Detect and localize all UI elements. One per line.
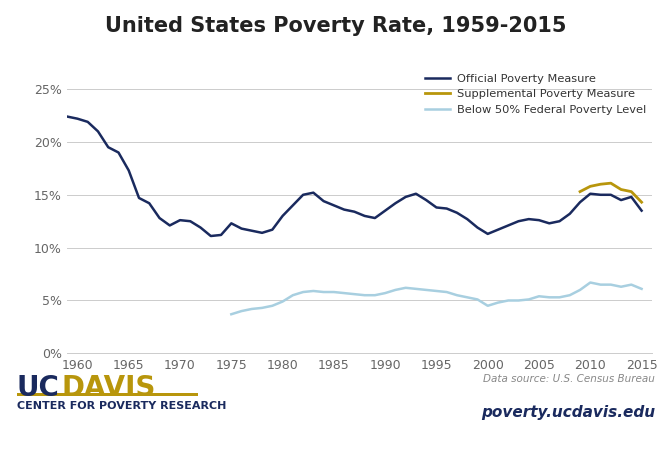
- Text: CENTER FOR POVERTY RESEARCH: CENTER FOR POVERTY RESEARCH: [17, 401, 226, 411]
- Text: United States Poverty Rate, 1959-2015: United States Poverty Rate, 1959-2015: [106, 16, 566, 36]
- Text: poverty.ucdavis.edu: poverty.ucdavis.edu: [481, 405, 655, 420]
- Text: Data source: U.S. Census Bureau: Data source: U.S. Census Bureau: [483, 374, 655, 384]
- Legend: Official Poverty Measure, Supplemental Poverty Measure, Below 50% Federal Povert: Official Poverty Measure, Supplemental P…: [425, 74, 646, 115]
- Text: UC: UC: [17, 374, 60, 402]
- Text: DAVIS: DAVIS: [62, 374, 156, 402]
